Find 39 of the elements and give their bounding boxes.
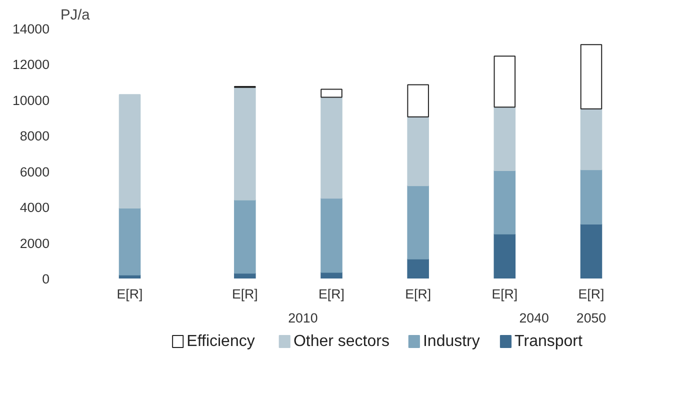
x-tick-label: E[R] (232, 286, 258, 302)
x-tick-label: E[R] (578, 286, 604, 302)
y-tick-label: 8000 (20, 128, 50, 144)
text: 2050 (576, 310, 606, 326)
legend-label: Transport (514, 333, 583, 350)
bar (494, 56, 516, 108)
bar (580, 169, 602, 225)
y-axis-title: PJ/a (60, 8, 91, 24)
legend-label: Other sectors (293, 333, 390, 350)
bar (320, 96, 342, 199)
x-tick-label: E[R] (492, 286, 518, 302)
bar (407, 185, 429, 260)
bar (407, 258, 429, 278)
y-tick-label: 10000 (12, 92, 50, 108)
bar (234, 199, 256, 274)
y-tick-label: 14000 (12, 22, 50, 36)
y-tick-label: 6000 (20, 164, 50, 180)
bar (407, 84, 429, 118)
bar (494, 170, 516, 234)
x-tick-label: E[R] (116, 286, 143, 302)
y-tick-label: 4000 (20, 200, 50, 216)
bar (580, 108, 602, 170)
y-tick-label: 0 (42, 272, 50, 286)
bar (320, 88, 342, 98)
legend-label: Efficiency (186, 333, 255, 350)
bar (407, 116, 429, 186)
bar (234, 86, 256, 200)
bar (494, 233, 516, 278)
text: 2010 (288, 310, 318, 326)
bar (580, 224, 602, 278)
text: 2040 (519, 310, 549, 326)
x-tick-label: E[R] (405, 286, 432, 302)
bar (580, 44, 602, 110)
y-tick-label: 12000 (12, 57, 50, 72)
x-tick-label: E[R] (318, 286, 344, 302)
y-tick-label: 2000 (20, 236, 50, 251)
legend-label: Industry (422, 333, 480, 350)
bar (494, 106, 516, 171)
bar (320, 198, 342, 273)
